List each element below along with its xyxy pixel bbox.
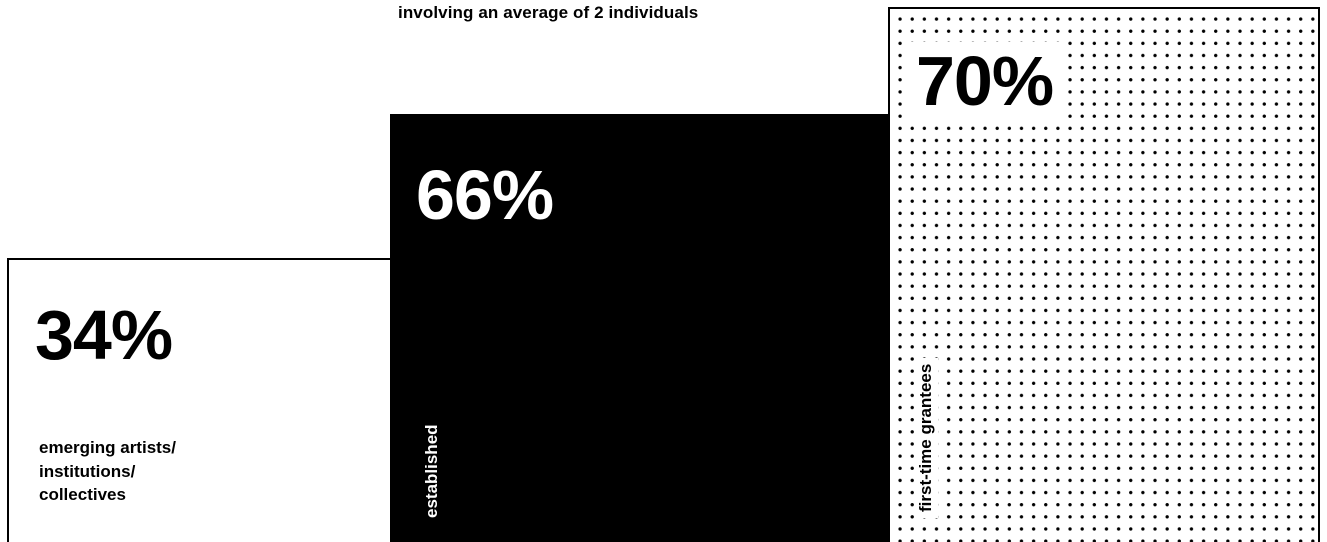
category-label-line: emerging artists/ (39, 438, 176, 457)
value-label-established: 66% (416, 156, 554, 234)
bar-emerging: 34% emerging artists/ institutions/ coll… (7, 258, 392, 542)
category-label-line: collectives (39, 485, 126, 504)
chart-caption: involving an average of 2 individuals (398, 3, 699, 22)
category-label-line: institutions/ (39, 461, 136, 481)
category-label-established: established (422, 424, 441, 518)
value-label-first-time: 70% (908, 42, 1064, 120)
bar-established: 66% established (390, 114, 890, 542)
category-label-first-time: first-time grantees (914, 357, 938, 518)
value-label-emerging: 34% (35, 296, 173, 374)
category-label-emerging: emerging artists/ institutions/ collecti… (39, 436, 176, 507)
bar-first-time-grantees: 70% first-time grantees (888, 7, 1320, 542)
